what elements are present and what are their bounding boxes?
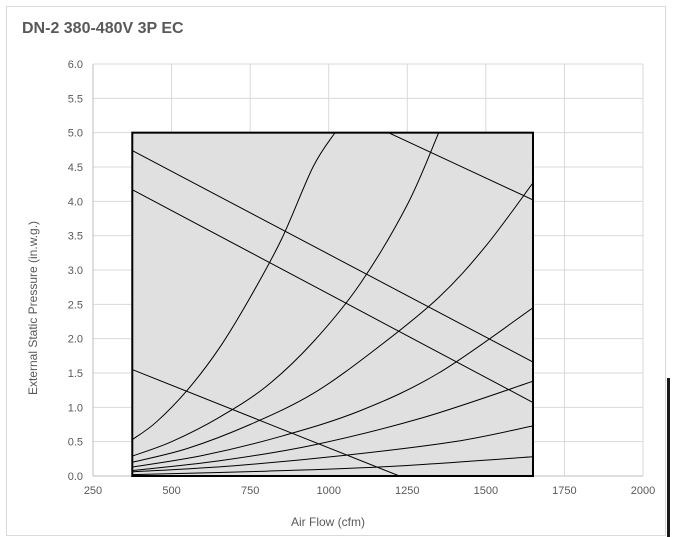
y-tick-label: 0.0 [68, 471, 83, 483]
x-tick-labels: 250 500 750 1000 1250 1500 1750 2000 [84, 485, 655, 497]
operating-region [132, 132, 534, 476]
y-tick-label: 2.0 [68, 334, 83, 346]
x-axis-label: Air Flow (cfm) [291, 515, 365, 529]
system-curve [132, 182, 534, 463]
system-curve [132, 132, 336, 441]
y-tick-label: 2.5 [68, 299, 83, 311]
system-curve [132, 456, 534, 476]
system-curve [132, 307, 534, 468]
x-tick-label: 750 [241, 485, 259, 497]
x-tick-label: 2000 [631, 485, 655, 497]
right-edge-bar [667, 378, 670, 537]
y-tick-labels: 0.0 0.5 1.0 1.5 2.0 2.5 3.0 3.5 4.0 4.5 5.0 5.5 6.0 [68, 59, 83, 483]
y-tick-label: 0.5 [68, 437, 83, 449]
fan-curve [132, 150, 534, 363]
x-tick-label: 250 [84, 485, 102, 497]
y-tick-label: 1.5 [68, 368, 83, 380]
x-tick-label: 1500 [474, 485, 498, 497]
y-tick-label: 6.0 [68, 59, 83, 71]
operating-region-fill [132, 132, 534, 476]
x-tick-label: 1750 [552, 485, 576, 497]
curves [131, 131, 535, 478]
fan-curve [132, 189, 534, 403]
operating-region-border [131, 131, 535, 478]
y-tick-label: 3.0 [68, 265, 83, 277]
x-tick-label: 500 [162, 485, 180, 497]
y-tick-label: 5.0 [68, 128, 83, 140]
system-curve [132, 380, 534, 472]
x-tick-label: 1250 [395, 485, 419, 497]
system-curve [132, 425, 534, 473]
y-tick-label: 4.5 [68, 162, 83, 174]
y-tick-label: 5.5 [68, 93, 83, 105]
system-curve [132, 132, 440, 457]
y-tick-label: 3.5 [68, 231, 83, 243]
y-tick-label: 4.0 [68, 196, 83, 208]
fan-curve [132, 369, 400, 477]
chart-title: DN-2 380-480V 3P EC [22, 20, 184, 37]
fan-curve [388, 132, 534, 201]
y-tick-label: 1.0 [68, 402, 83, 414]
y-axis-label: External Static Pressure (in.w.g.) [26, 221, 40, 395]
x-tick-label: 1000 [316, 485, 340, 497]
